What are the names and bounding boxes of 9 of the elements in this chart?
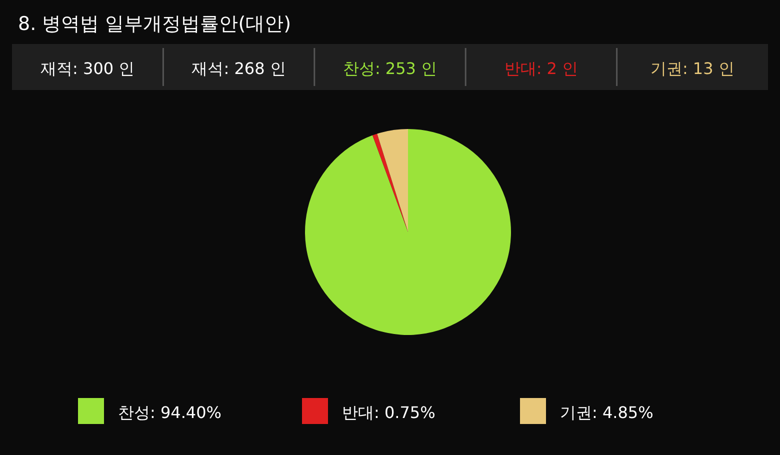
legend-label: 반대: 0.75% bbox=[342, 403, 436, 422]
text: 기권: 13 인 bbox=[650, 59, 734, 78]
legend-label: 기권: 4.85% bbox=[560, 403, 654, 422]
text: 재적: 300 인 bbox=[40, 59, 135, 78]
text: 반대: 2 인 bbox=[504, 59, 578, 78]
text: 찬성: 253 인 bbox=[342, 59, 438, 78]
legend-label: 찬성: 94.40% bbox=[118, 403, 222, 422]
chart-title: 8. 병역법 일부개정법률안(대안) bbox=[18, 13, 292, 35]
text: 재석: 268 인 bbox=[192, 59, 286, 78]
